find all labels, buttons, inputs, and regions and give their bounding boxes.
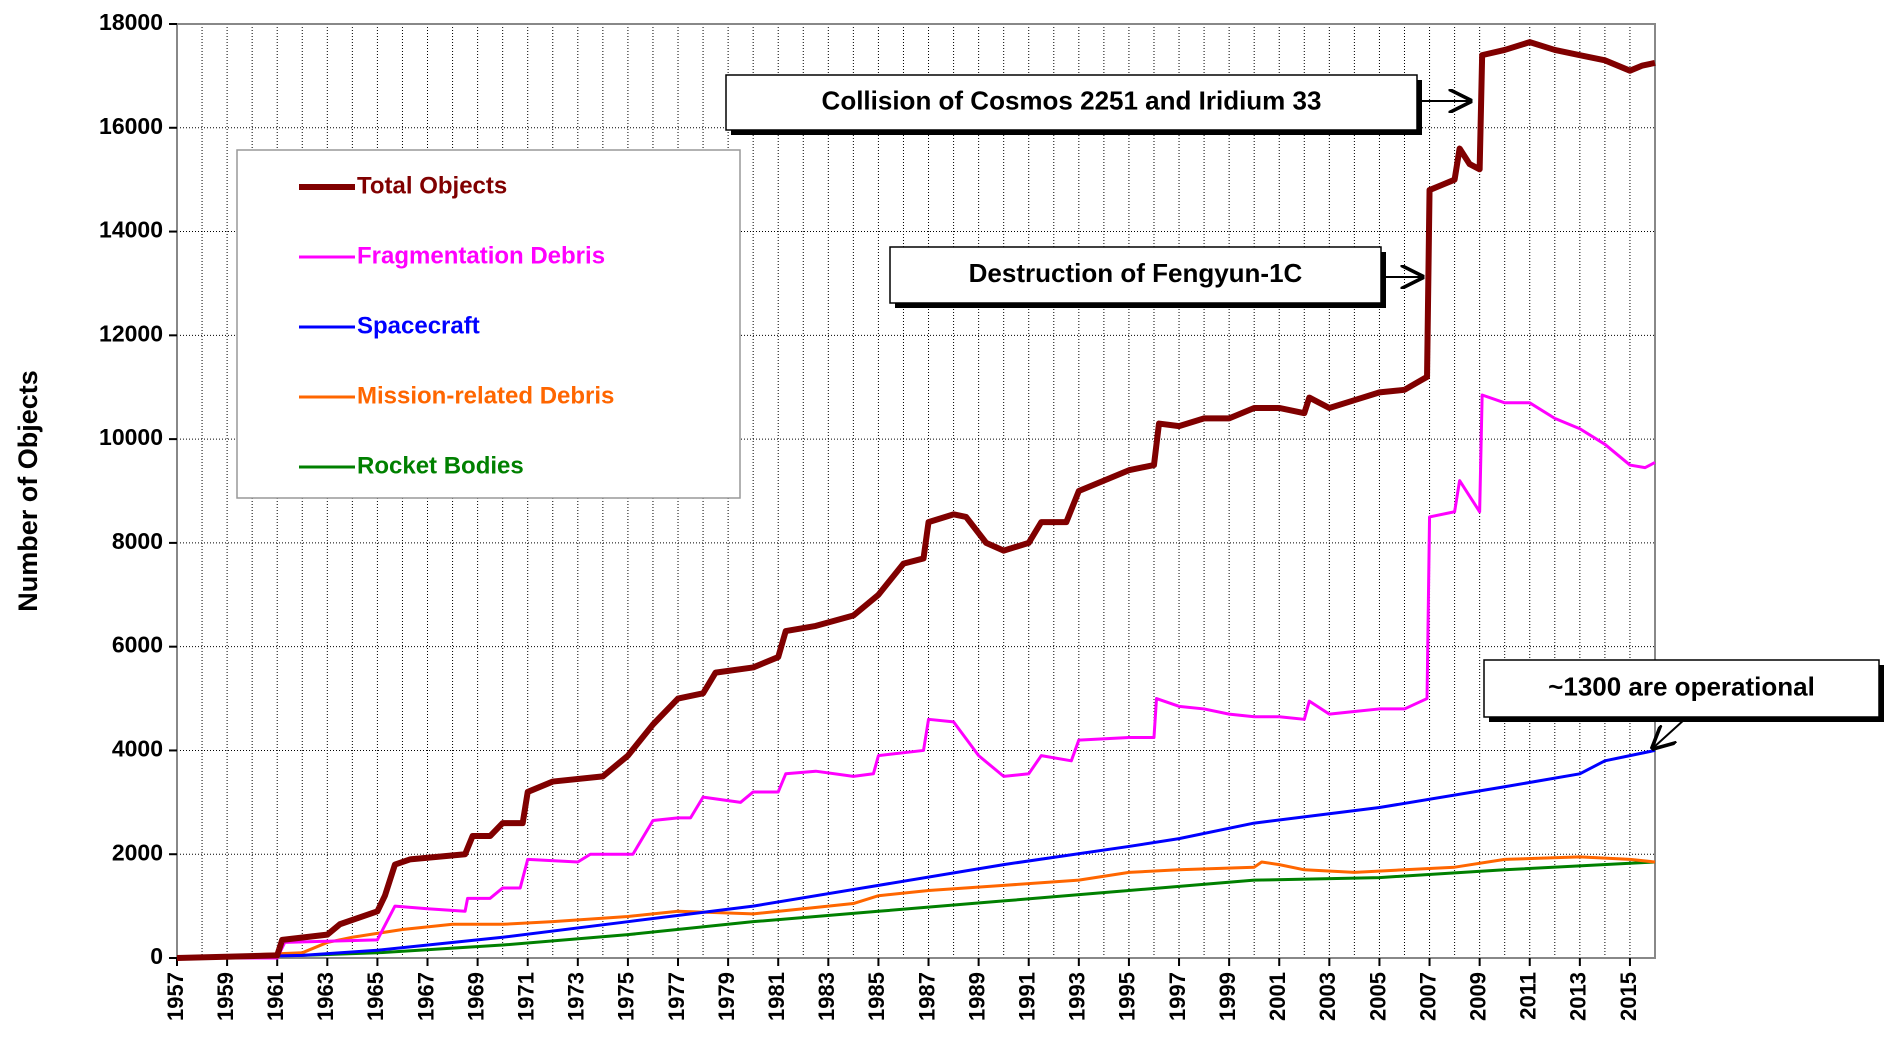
x-tick-label: 1995 <box>1115 972 1140 1021</box>
x-tick-label: 1979 <box>714 972 739 1021</box>
series-line <box>176 860 1656 960</box>
y-tick-label: 2000 <box>112 839 163 865</box>
x-tick-label: 1969 <box>463 972 488 1021</box>
legend-label: Spacecraft <box>357 312 480 339</box>
series-line <box>177 393 1656 960</box>
y-tick-label: 14000 <box>99 217 163 243</box>
annotation-box <box>889 246 1382 304</box>
y-tick-label: 0 <box>150 943 163 969</box>
y-tick-label: 8000 <box>112 528 163 554</box>
y-tick-label: 12000 <box>99 320 163 346</box>
x-tick-label: 2009 <box>1465 972 1490 1021</box>
y-tick-label: 6000 <box>112 632 163 658</box>
x-tick-label: 1989 <box>964 972 989 1021</box>
x-tick-label: 1987 <box>914 972 939 1021</box>
annotation: Destruction of Fengyun-1C <box>969 258 1303 288</box>
y-tick-label: 16000 <box>99 113 163 139</box>
legend-box <box>236 149 741 499</box>
x-tick-label: 1993 <box>1065 972 1090 1021</box>
x-tick-label: 1985 <box>864 972 889 1021</box>
annotation: Collision of Cosmos 2251 and Iridium 33 <box>822 85 1322 115</box>
plot-frame <box>176 23 1656 959</box>
annotation: ~1300 are operational <box>1548 671 1815 701</box>
x-tick-label: 1965 <box>363 972 388 1021</box>
x-tick-label: 1975 <box>614 972 639 1021</box>
x-tick-label: 1967 <box>413 972 438 1021</box>
x-tick-label: 1959 <box>213 972 238 1021</box>
legend-label: Rocket Bodies <box>357 452 524 479</box>
x-tick-label: 1957 <box>163 972 188 1021</box>
x-tick-label: 1963 <box>313 972 338 1021</box>
x-tick-label: 2011 <box>1516 972 1541 1020</box>
legend-label: Mission-related Debris <box>357 382 614 409</box>
x-tick-label: 1999 <box>1215 972 1240 1021</box>
x-tick-label: 1991 <box>1015 972 1040 1021</box>
series-line <box>176 855 1656 960</box>
x-tick-label: 2003 <box>1315 972 1340 1021</box>
x-tick-label: 1977 <box>664 972 689 1021</box>
x-tick-label: 2015 <box>1616 972 1641 1021</box>
legend-label: Fragmentation Debris <box>357 242 605 269</box>
series-line <box>176 748 1656 960</box>
x-tick-label: 2005 <box>1365 972 1390 1021</box>
x-tick-label: 1971 <box>514 972 539 1021</box>
x-tick-label: 1973 <box>564 972 589 1021</box>
y-tick-label: 10000 <box>99 424 163 450</box>
x-tick-label: 2001 <box>1265 972 1290 1021</box>
annotation-box <box>725 74 1418 131</box>
legend-label: Total Objects <box>357 172 507 199</box>
annotation-box <box>1483 659 1880 718</box>
y-axis-label: Number of Objects <box>13 370 43 612</box>
y-tick-label: 18000 <box>99 9 163 35</box>
annotation-arrow <box>1653 718 1686 748</box>
x-tick-label: 1981 <box>764 972 789 1021</box>
series-line <box>176 39 1656 961</box>
x-tick-label: 2007 <box>1415 972 1440 1021</box>
x-tick-label: 1961 <box>263 972 288 1021</box>
x-tick-label: 2013 <box>1566 972 1591 1021</box>
y-tick-label: 4000 <box>112 736 163 762</box>
x-tick-label: 1997 <box>1165 972 1190 1021</box>
x-tick-label: 1983 <box>814 972 839 1021</box>
